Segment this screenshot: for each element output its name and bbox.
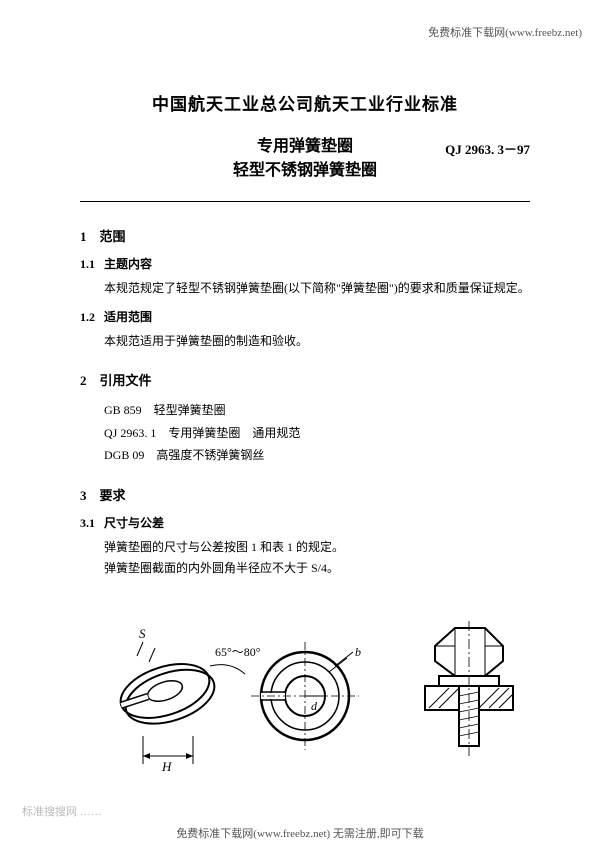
- ref-2: QJ 2963. 1 专用弹簧垫圈 通用规范: [104, 422, 530, 445]
- washer-top-view: d b: [251, 642, 361, 750]
- title-block: QJ 2963. 3－97 专用弹簧垫圈 轻型不锈钢弹簧垫圈: [80, 135, 530, 183]
- assembly-view: [425, 621, 513, 756]
- sub-1-2-text: 本规范适用于弹簧垫圈的制造和验收。: [80, 331, 530, 351]
- section-2-num: 2: [80, 373, 87, 388]
- org-title: 中国航天工业总公司航天工业行业标准: [80, 90, 530, 115]
- section-3-title: 要求: [100, 488, 126, 503]
- dim-b-label: b: [355, 645, 361, 659]
- figure-svg: S H 65°～80°: [95, 596, 515, 786]
- sub-3-1-title: 尺寸与公差: [104, 516, 164, 530]
- dim-s-label: S: [139, 626, 146, 641]
- section-3-num: 3: [80, 488, 87, 503]
- sub-1-1-title: 主题内容: [104, 257, 152, 271]
- sub-1-1-text: 本规范规定了轻型不锈钢弹簧垫圈(以下简称"弹簧垫圈")的要求和质量保证规定。: [80, 278, 530, 298]
- section-2-heading: 2 引用文件: [80, 370, 530, 389]
- figure-1: S H 65°～80°: [80, 596, 530, 786]
- washer-side-view: [114, 653, 221, 735]
- section-1-title: 范围: [100, 229, 126, 244]
- title-divider: [80, 201, 530, 202]
- reference-list: GB 859 轻型弹簧垫圈 QJ 2963. 1 专用弹簧垫圈 通用规范 DGB…: [104, 399, 530, 467]
- subsection-1-1-heading: 1.1 主题内容: [80, 255, 530, 272]
- section-3-heading: 3 要求: [80, 485, 530, 504]
- subsection-1-2-heading: 1.2 适用范围: [80, 308, 530, 325]
- sub-3-1-num: 3.1: [80, 516, 95, 530]
- header-watermark: 免费标准下载网(www.freebz.net): [428, 24, 582, 40]
- footer-watermark: 免费标准下载网(www.freebz.net) 无需注册,即可下载: [0, 825, 600, 841]
- sub-3-1-text2: 弹簧垫圈截面的内外圆角半径应不大于 S/4。: [80, 558, 530, 578]
- section-1-heading: 1 范围: [80, 226, 530, 245]
- ref-1: GB 859 轻型弹簧垫圈: [104, 399, 530, 422]
- dim-d-label: d: [311, 699, 318, 713]
- document-page: 中国航天工业总公司航天工业行业标准 QJ 2963. 3－97 专用弹簧垫圈 轻…: [0, 0, 600, 816]
- section-1-num: 1: [80, 229, 87, 244]
- angle-label: 65°～80°: [215, 645, 261, 659]
- subsection-3-1-heading: 3.1 尺寸与公差: [80, 514, 530, 531]
- sub-1-1-num: 1.1: [80, 257, 95, 271]
- sub-1-2-title: 适用范围: [104, 310, 152, 324]
- section-2-title: 引用文件: [100, 373, 152, 388]
- sub-1-2-num: 1.2: [80, 310, 95, 324]
- document-code: QJ 2963. 3－97: [445, 139, 530, 158]
- footer-faint-watermark: 标准搜搜网 ……: [22, 803, 102, 819]
- sub-3-1-text1: 弹簧垫圈的尺寸与公差按图 1 和表 1 的规定。: [80, 537, 530, 557]
- ref-3: DGB 09 高强度不锈弹簧钢丝: [104, 444, 530, 467]
- title-line-2: 轻型不锈钢弹簧垫圈: [80, 159, 530, 183]
- dim-h-label: H: [161, 759, 172, 774]
